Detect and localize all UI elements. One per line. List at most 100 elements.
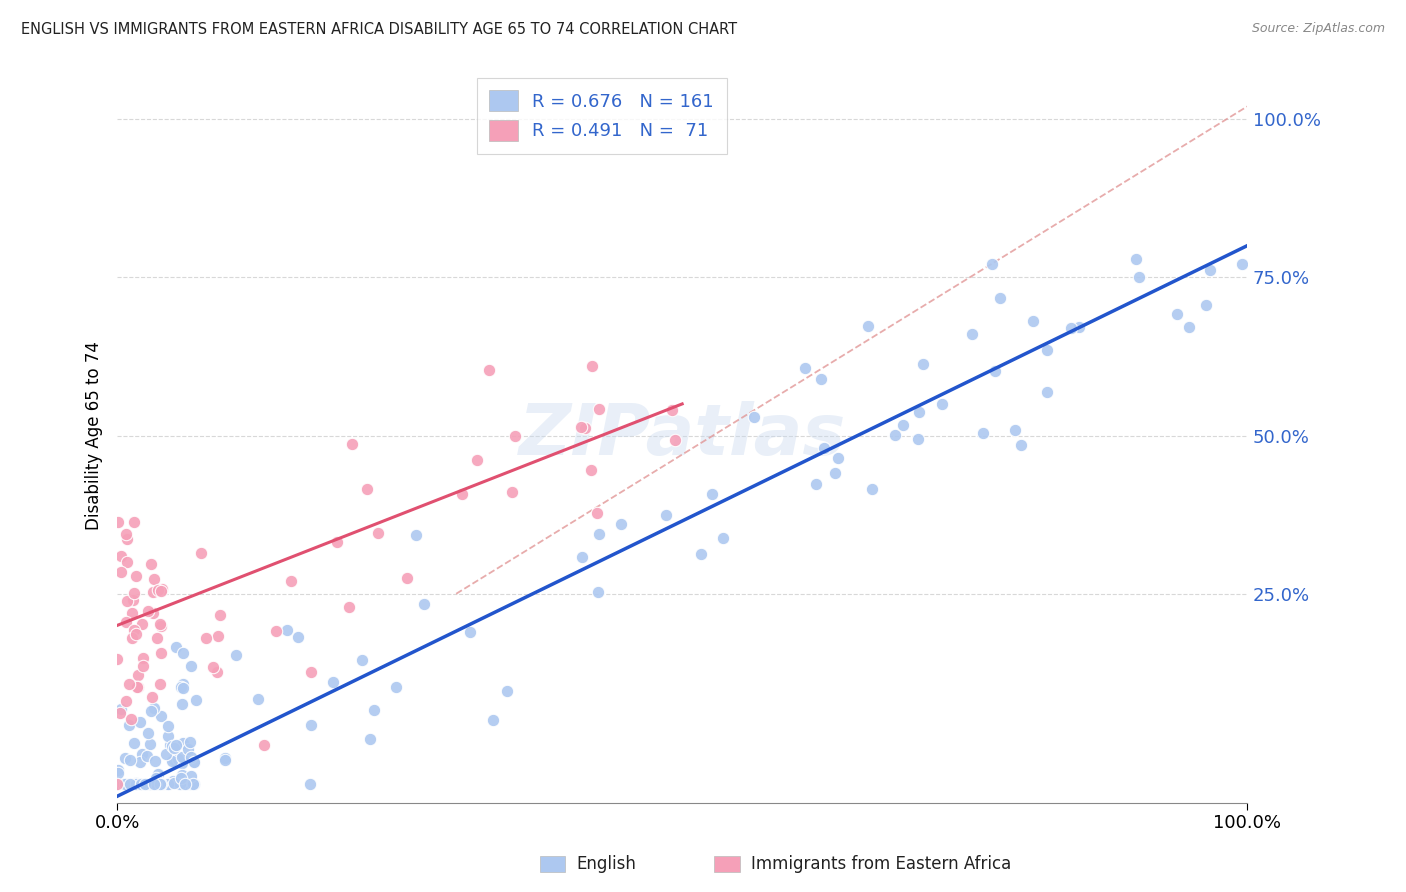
Point <box>700 487 723 501</box>
Point <box>124 776 146 790</box>
Point <box>960 326 983 341</box>
Point <box>149 776 172 790</box>
Point <box>136 604 159 618</box>
Point <box>172 697 194 711</box>
Point <box>127 776 149 790</box>
Point <box>134 776 156 790</box>
Point <box>170 750 193 764</box>
Point <box>172 677 194 691</box>
Point <box>136 749 159 764</box>
Point <box>579 463 602 477</box>
Point <box>165 738 187 752</box>
Point <box>127 776 149 790</box>
Point <box>214 751 236 765</box>
Point <box>110 776 132 790</box>
Point <box>139 558 162 572</box>
Point <box>149 709 172 723</box>
Point <box>588 527 610 541</box>
Point <box>264 624 287 638</box>
Point <box>367 526 389 541</box>
Text: ENGLISH VS IMMIGRANTS FROM EASTERN AFRICA DISABILITY AGE 65 TO 74 CORRELATION CH: ENGLISH VS IMMIGRANTS FROM EASTERN AFRIC… <box>21 22 737 37</box>
Point <box>883 427 905 442</box>
Point <box>156 776 179 790</box>
Point <box>110 549 132 564</box>
Point <box>574 421 596 435</box>
Point <box>911 357 934 371</box>
Point <box>122 736 145 750</box>
Point <box>907 432 929 446</box>
Point <box>299 718 322 732</box>
Point <box>143 776 166 790</box>
Point <box>276 624 298 638</box>
Point <box>794 361 817 376</box>
Point <box>107 515 129 529</box>
Point <box>280 574 302 588</box>
Point <box>124 776 146 790</box>
Point <box>149 619 172 633</box>
Point <box>129 715 152 730</box>
Point <box>148 776 170 790</box>
Text: Source: ZipAtlas.com: Source: ZipAtlas.com <box>1251 22 1385 36</box>
Point <box>148 776 170 790</box>
Point <box>114 776 136 790</box>
Point <box>202 660 225 674</box>
Point <box>299 665 322 679</box>
Point <box>173 776 195 790</box>
Point <box>129 776 152 790</box>
Point <box>141 704 163 718</box>
Point <box>107 765 129 780</box>
Point <box>117 555 139 569</box>
Point <box>396 571 419 585</box>
Point <box>121 632 143 646</box>
Point <box>1010 438 1032 452</box>
Point <box>149 617 172 632</box>
Point <box>299 776 322 790</box>
Point <box>585 506 607 520</box>
Point <box>143 776 166 790</box>
Point <box>163 753 186 767</box>
Point <box>501 484 523 499</box>
Point <box>1230 257 1253 271</box>
Point <box>571 550 593 565</box>
Point <box>115 694 138 708</box>
Point <box>253 738 276 752</box>
Point <box>159 739 181 753</box>
Point <box>690 547 713 561</box>
Point <box>505 429 527 443</box>
Point <box>122 776 145 790</box>
Point <box>184 692 207 706</box>
Point <box>149 677 172 691</box>
Point <box>856 318 879 333</box>
Point <box>478 363 501 377</box>
Point <box>131 616 153 631</box>
Point <box>115 593 138 607</box>
Point <box>105 776 128 790</box>
Point <box>138 725 160 739</box>
Point <box>114 751 136 765</box>
Point <box>907 405 929 419</box>
Point <box>342 436 364 450</box>
Point <box>146 767 169 781</box>
Point <box>172 736 194 750</box>
Point <box>139 776 162 790</box>
Point <box>114 527 136 541</box>
Point <box>179 735 201 749</box>
Point <box>138 737 160 751</box>
Point <box>984 364 1007 378</box>
Point <box>131 747 153 761</box>
Point <box>214 753 236 767</box>
Point <box>988 291 1011 305</box>
Point <box>176 776 198 790</box>
Point <box>827 451 849 466</box>
Point <box>156 776 179 790</box>
Point <box>150 776 173 790</box>
Point <box>118 753 141 767</box>
Point <box>225 648 247 662</box>
Point <box>149 776 172 790</box>
Point <box>981 257 1004 271</box>
Point <box>458 625 481 640</box>
Point <box>664 433 686 447</box>
Point <box>1125 252 1147 267</box>
Point <box>142 606 165 620</box>
Point <box>114 776 136 790</box>
